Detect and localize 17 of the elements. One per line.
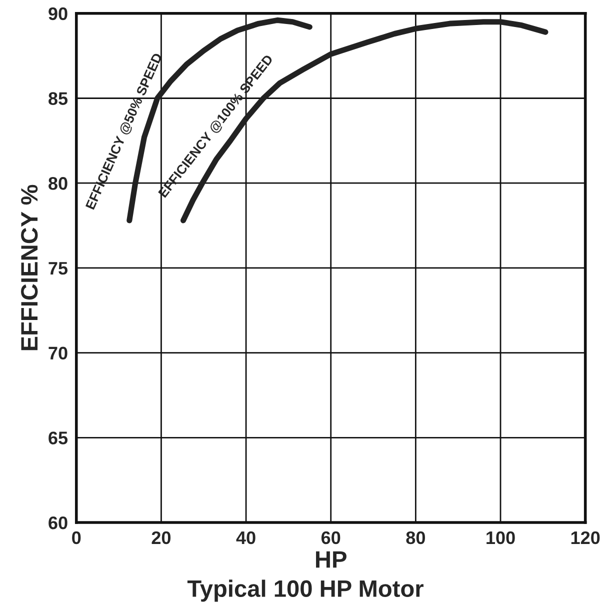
text: Typical 100 HP Motor (187, 580, 424, 602)
x-tick-label: 20 (152, 531, 171, 544)
x-tick-label: 120 (571, 531, 600, 544)
x-tick-label: 60 (321, 531, 340, 544)
y-axis-title: EFFICIENCY % (21, 184, 38, 350)
y-tick-label: 90 (48, 7, 68, 20)
y-tick-label: 60 (48, 516, 68, 530)
y-tick-label: 85 (48, 92, 68, 105)
y-tick-label: 80 (48, 177, 68, 190)
y-tick-label: 75 (48, 262, 68, 275)
x-axis-title: HP (316, 551, 346, 568)
x-tick-label: 0 (72, 531, 81, 544)
y-tick-label: 70 (48, 346, 68, 360)
x-tick-label: 40 (236, 531, 256, 544)
x-tick-label: 100 (486, 531, 515, 544)
y-tick-label: 65 (48, 432, 68, 444)
x-tick-label: 80 (406, 531, 425, 544)
